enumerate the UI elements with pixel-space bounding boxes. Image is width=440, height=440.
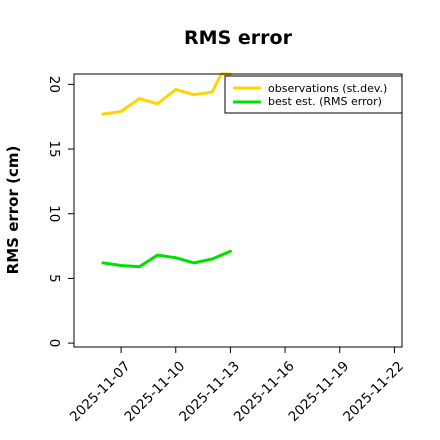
x-ticks: 2025-11-072025-11-102025-11-132025-11-16… — [67, 347, 407, 425]
y-axis-label: RMS error (cm) — [4, 146, 22, 275]
y-tick-label: 0 — [46, 339, 62, 348]
legend: observations (st.dev.) best est. (RMS er… — [224, 75, 403, 114]
y-tick-label: 5 — [46, 274, 62, 283]
legend-label-observations: observations (st.dev.) — [268, 82, 387, 95]
y-ticks: 0 5 10 15 20 — [46, 76, 74, 348]
chart-title: RMS error — [184, 27, 293, 49]
y-tick-label: 20 — [46, 76, 62, 93]
legend-label-best-estimate: best est. (RMS error) — [268, 95, 382, 108]
series-line-observations — [101, 72, 232, 116]
legend-box — [224, 75, 403, 114]
series-line-best-estimate — [101, 249, 232, 269]
y-tick-label: 10 — [46, 205, 62, 222]
plot-area-frame — [73, 73, 403, 348]
series-layer — [101, 72, 232, 269]
y-tick-label: 15 — [46, 140, 62, 157]
